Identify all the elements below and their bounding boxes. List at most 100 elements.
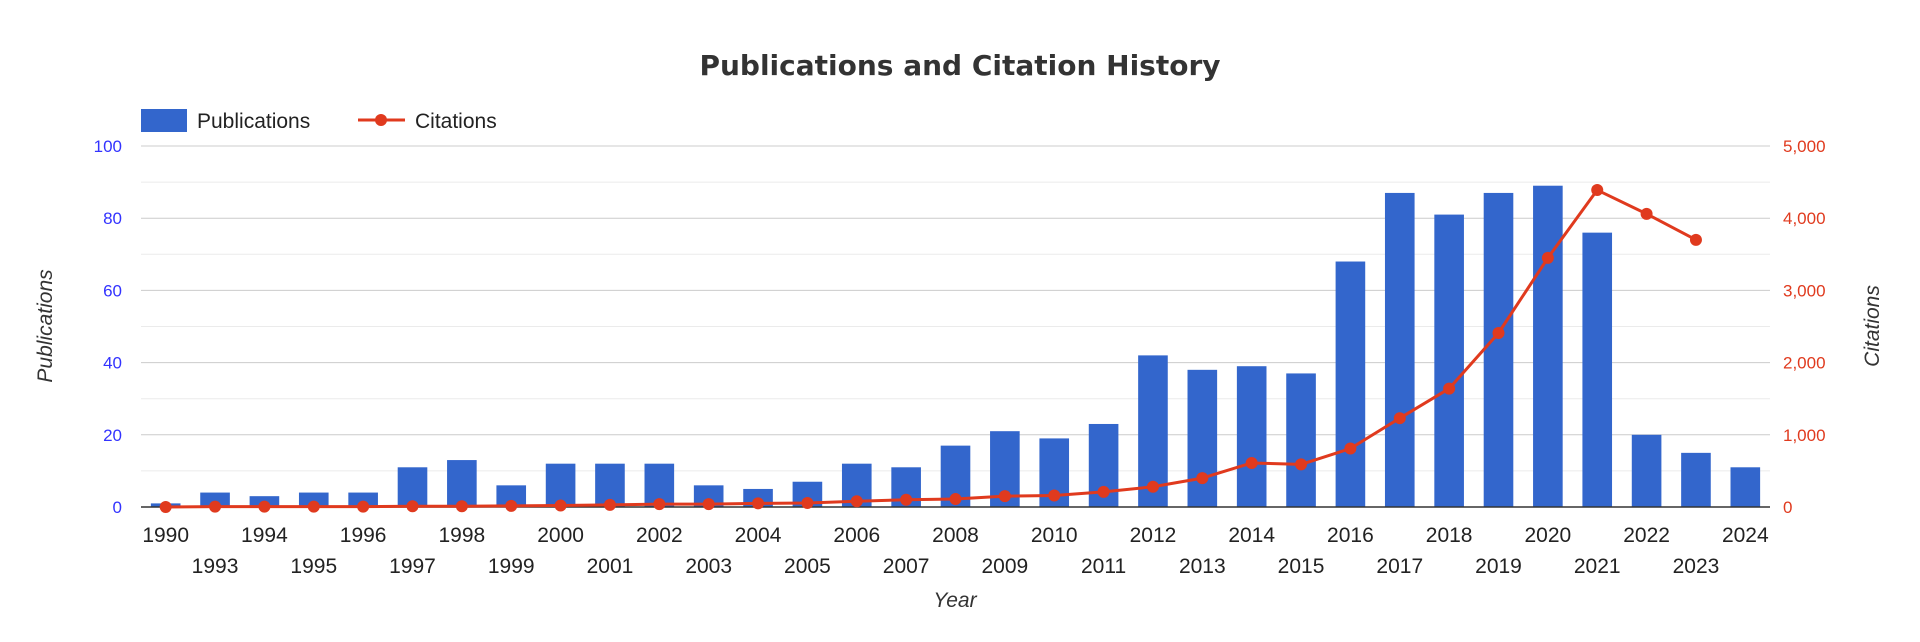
citations-point [603,498,616,511]
citations-point [1295,458,1308,471]
x-tick-label: 2024 [1722,524,1769,547]
publications-bar [1434,214,1464,507]
x-tick-label: 2021 [1574,555,1621,578]
x-tick-label: 2006 [833,524,880,547]
publications-bar [200,492,230,507]
publications-bar [1730,467,1761,507]
citations-point [505,499,518,512]
x-tick-label: 2022 [1623,524,1670,547]
citations-point [406,500,419,513]
citations-point [850,495,863,508]
x-tick-label: 2001 [587,555,634,578]
publications-bar [693,485,724,507]
citations-point [1443,382,1456,395]
citations-point [159,501,172,513]
right-axis-ticks: 0 1,000 2,000 3,000 4,000 5,000 [1783,137,1826,517]
citations-point [1689,233,1702,246]
x-tick-label: 2011 [1081,555,1126,578]
citations-point [357,500,370,513]
x-tick-label: 1994 [241,524,288,547]
publications-bar [298,492,329,507]
x-tick-label: 2004 [735,524,782,547]
citations-point [1146,480,1159,493]
x-tick-label: 2005 [784,555,831,578]
citations-point [1097,485,1110,498]
citations-point [1541,251,1554,264]
x-tick-label: 2003 [685,555,732,578]
y-axis-left-label: Publications [34,269,57,383]
y-axis-right-label: Citations [1861,285,1884,367]
publications-bar [496,485,527,507]
citations-point [1640,207,1653,220]
publications-bar [1631,434,1662,507]
publications-bar [447,460,477,507]
y-left-tick-label: 100 [94,137,122,156]
x-tick-label: 1990 [142,524,189,547]
chart-title: Publications and Citation History [699,49,1220,82]
x-tick-label: 2014 [1228,524,1275,547]
y-right-tick-label: 0 [1783,498,1792,517]
legend-publications-label: Publications [197,110,310,133]
left-axis-ticks: 0 20 40 60 80 100 [94,137,122,517]
publications-bar [348,492,378,507]
x-tick-label: 2018 [1426,524,1473,547]
publications-bar [1582,232,1613,507]
citations-point [1591,184,1604,197]
citations-point [949,493,962,506]
citations-point [554,499,567,512]
citations-point [1492,326,1505,339]
x-tick-label: 2015 [1278,555,1325,578]
citations-point [900,493,913,506]
citations-point [1048,489,1061,502]
y-left-tick-label: 20 [103,426,122,445]
x-tick-label: 2007 [883,555,930,578]
y-left-tick-label: 0 [113,498,122,517]
citations-point [752,497,765,510]
y-left-tick-label: 60 [103,281,122,300]
x-tick-label: 2008 [932,524,979,547]
citations-point [1344,442,1357,455]
x-tick-label: 2000 [537,524,584,547]
y-right-tick-label: 3,000 [1783,281,1826,300]
x-tick-label: 1995 [290,555,337,578]
x-tick-label: 2016 [1327,524,1374,547]
publications-bar [1681,452,1711,507]
citations-point [455,500,468,513]
publications-bar [1286,373,1316,507]
x-tick-label: 2013 [1179,555,1226,578]
citations-point [209,500,222,513]
publications-bar [1533,185,1563,507]
x-tick-label: 2002 [636,524,683,547]
x-tick-label: 1993 [192,555,239,578]
publications-bar [1384,192,1415,507]
citations-point [258,500,271,513]
citations-line [165,188,1697,509]
x-tick-label: 2020 [1525,524,1572,547]
x-tick-label: 2012 [1130,524,1177,547]
y-right-tick-label: 1,000 [1783,426,1826,445]
x-axis-label: Year [933,589,977,612]
citations-point [653,498,666,511]
citations-point [801,497,814,510]
citations-point [702,498,715,511]
citations-point [307,500,320,513]
citations-point [998,490,1011,503]
x-tick-label: 2017 [1376,555,1423,578]
y-right-tick-label: 4,000 [1783,209,1826,228]
publications-bars [150,185,1761,507]
y-left-tick-label: 80 [103,209,122,228]
x-tick-label: 1999 [488,555,535,578]
legend-citations-label: Citations [415,110,497,133]
x-tick-label: 1996 [340,524,387,547]
legend-publications-swatch [141,109,187,132]
y-right-tick-label: 2,000 [1783,354,1826,373]
citations-point [1196,472,1209,485]
legend: Publications Citations [141,109,497,133]
x-tick-label: 2023 [1673,555,1720,578]
citations-point [1245,456,1258,469]
x-tick-label: 2009 [982,555,1029,578]
x-tick-label: 1997 [389,555,436,578]
y-left-tick-label: 40 [103,354,122,373]
x-tick-label: 2019 [1475,555,1522,578]
